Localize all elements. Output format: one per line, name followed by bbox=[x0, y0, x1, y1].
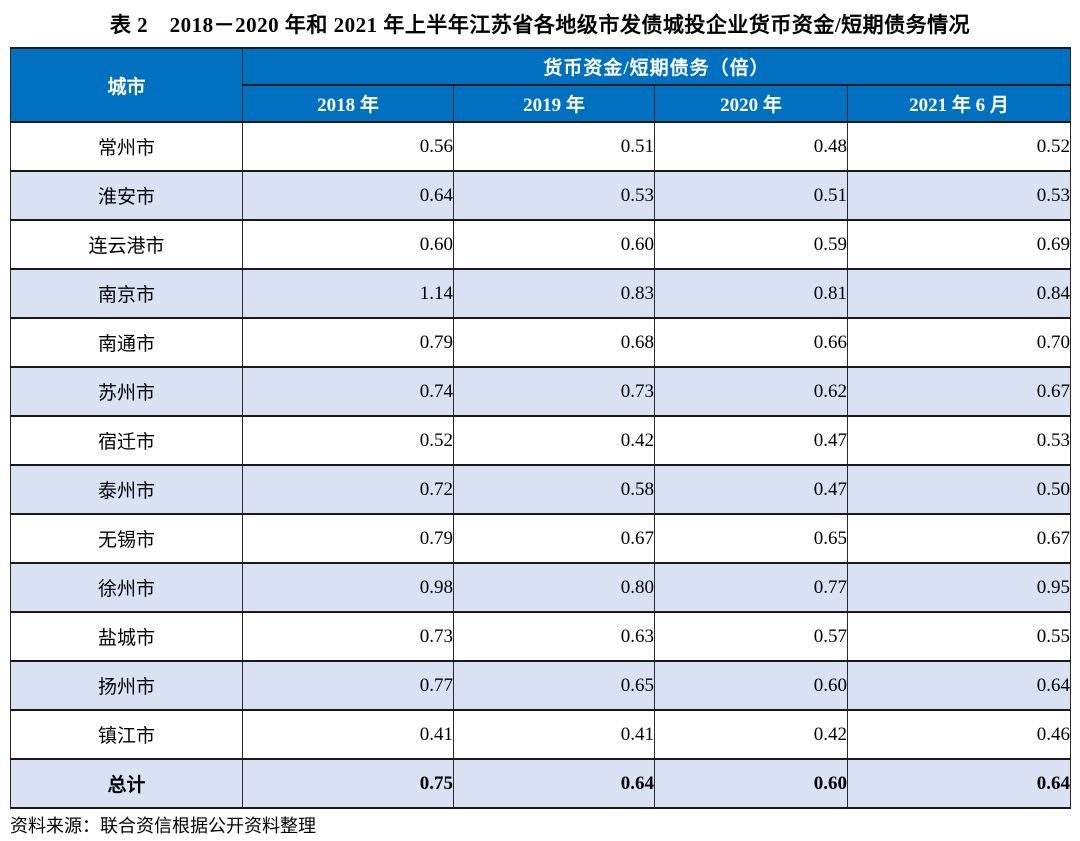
value-cell: 0.42 bbox=[453, 415, 655, 466]
value-cell: 0.48 bbox=[654, 121, 848, 172]
city-cell: 泰州市 bbox=[10, 464, 243, 515]
value-cell: 0.65 bbox=[654, 513, 848, 564]
value-cell: 0.47 bbox=[654, 415, 848, 466]
value-cell: 0.60 bbox=[242, 219, 454, 270]
value-cell: 0.51 bbox=[453, 121, 655, 172]
value-cell: 0.80 bbox=[453, 562, 655, 613]
value-cell: 0.60 bbox=[654, 660, 848, 711]
table-row: 宿迁市 0.52 0.42 0.47 0.53 bbox=[10, 415, 1072, 466]
value-cell: 0.60 bbox=[654, 758, 848, 809]
value-cell: 0.64 bbox=[242, 170, 454, 221]
group-header-row: 城市 货币资金/短期债务（倍） bbox=[10, 47, 1072, 123]
value-cell: 0.53 bbox=[846, 170, 1072, 221]
value-cell: 0.47 bbox=[654, 464, 848, 515]
table-row: 苏州市 0.74 0.73 0.62 0.67 bbox=[10, 366, 1072, 417]
value-cell: 0.73 bbox=[453, 366, 655, 417]
city-cell: 徐州市 bbox=[10, 562, 243, 613]
value-cell: 0.77 bbox=[654, 562, 848, 613]
value-cell: 0.57 bbox=[654, 611, 848, 662]
value-cell: 0.66 bbox=[654, 317, 848, 368]
value-cell: 0.70 bbox=[846, 317, 1072, 368]
table-row: 徐州市 0.98 0.80 0.77 0.95 bbox=[10, 562, 1072, 613]
table-row: 南京市 1.14 0.83 0.81 0.84 bbox=[10, 268, 1072, 319]
value-cell: 0.79 bbox=[242, 317, 454, 368]
value-cell: 0.67 bbox=[846, 366, 1072, 417]
value-cell: 0.53 bbox=[453, 170, 655, 221]
header-cell-year-2018: 2018 年 bbox=[242, 84, 454, 123]
table-row: 南通市 0.79 0.68 0.66 0.70 bbox=[10, 317, 1072, 368]
value-cell: 0.42 bbox=[654, 709, 848, 760]
value-cell: 0.59 bbox=[654, 219, 848, 270]
city-cell: 总计 bbox=[10, 758, 243, 809]
value-cell: 0.83 bbox=[453, 268, 655, 319]
source-note: 资料来源：联合资信根据公开资料整理 bbox=[10, 816, 316, 836]
table-header: 城市 货币资金/短期债务（倍） 2018 年 2019 年 2020 年 202… bbox=[10, 47, 1072, 123]
value-cell: 0.50 bbox=[846, 464, 1072, 515]
header-cell-group: 货币资金/短期债务（倍） bbox=[241, 47, 1072, 86]
table-row: 连云港市 0.60 0.60 0.59 0.69 bbox=[10, 219, 1072, 270]
value-cell: 0.46 bbox=[846, 709, 1072, 760]
city-cell: 宿迁市 bbox=[10, 415, 243, 466]
value-cell: 0.53 bbox=[846, 415, 1072, 466]
city-cell: 连云港市 bbox=[10, 219, 243, 270]
value-cell: 0.64 bbox=[453, 758, 655, 809]
city-cell: 常州市 bbox=[10, 121, 243, 172]
value-cell: 0.55 bbox=[846, 611, 1072, 662]
value-cell: 0.95 bbox=[846, 562, 1072, 613]
value-cell: 0.56 bbox=[242, 121, 454, 172]
city-cell: 镇江市 bbox=[10, 709, 243, 760]
data-table: 城市 货币资金/短期债务（倍） 2018 年 2019 年 2020 年 202… bbox=[10, 47, 1072, 809]
city-cell: 淮安市 bbox=[10, 170, 243, 221]
value-cell: 0.68 bbox=[453, 317, 655, 368]
table-row: 淮安市 0.64 0.53 0.51 0.53 bbox=[10, 170, 1072, 221]
value-cell: 0.64 bbox=[846, 758, 1072, 809]
city-cell: 苏州市 bbox=[10, 366, 243, 417]
value-cell: 0.41 bbox=[453, 709, 655, 760]
table-row: 扬州市 0.77 0.65 0.60 0.64 bbox=[10, 660, 1072, 711]
table-row: 盐城市 0.73 0.63 0.57 0.55 bbox=[10, 611, 1072, 662]
value-cell: 0.81 bbox=[654, 268, 848, 319]
value-cell: 0.41 bbox=[242, 709, 454, 760]
city-cell: 南京市 bbox=[10, 268, 243, 319]
value-cell: 0.52 bbox=[242, 415, 454, 466]
total-row: 总计 0.75 0.64 0.60 0.64 bbox=[10, 758, 1072, 809]
value-cell: 0.67 bbox=[846, 513, 1072, 564]
city-cell: 盐城市 bbox=[10, 611, 243, 662]
value-cell: 0.75 bbox=[242, 758, 454, 809]
value-cell: 0.64 bbox=[846, 660, 1072, 711]
value-cell: 0.51 bbox=[654, 170, 848, 221]
header-cell-year-2021h1: 2021 年 6 月 bbox=[846, 84, 1072, 123]
city-cell: 无锡市 bbox=[10, 513, 243, 564]
value-cell: 0.67 bbox=[453, 513, 655, 564]
value-cell: 0.72 bbox=[242, 464, 454, 515]
value-cell: 0.60 bbox=[453, 219, 655, 270]
value-cell: 0.79 bbox=[242, 513, 454, 564]
value-cell: 0.62 bbox=[654, 366, 848, 417]
table-row: 泰州市 0.72 0.58 0.47 0.50 bbox=[10, 464, 1072, 515]
value-cell: 1.14 bbox=[242, 268, 454, 319]
value-cell: 0.77 bbox=[242, 660, 454, 711]
value-cell: 0.73 bbox=[242, 611, 454, 662]
year-header-row: 2018 年 2019 年 2020 年 2021 年 6 月 bbox=[11, 84, 1072, 123]
table-row: 无锡市 0.79 0.67 0.65 0.67 bbox=[10, 513, 1072, 564]
table-row: 常州市 0.56 0.51 0.48 0.52 bbox=[10, 121, 1072, 172]
city-cell: 南通市 bbox=[10, 317, 243, 368]
value-cell: 0.65 bbox=[453, 660, 655, 711]
city-cell: 扬州市 bbox=[10, 660, 243, 711]
table-body: 常州市 0.56 0.51 0.48 0.52 淮安市 0.64 0.53 0.51 0.53 连云… bbox=[10, 121, 1072, 809]
value-cell: 0.69 bbox=[846, 219, 1072, 270]
header-cell-year-2020: 2020 年 bbox=[654, 84, 848, 123]
value-cell: 0.58 bbox=[453, 464, 655, 515]
value-cell: 0.63 bbox=[453, 611, 655, 662]
table-title: 表 2 2018－2020 年和 2021 年上半年江苏省各地级市发债城投企业货… bbox=[109, 13, 971, 37]
value-cell: 0.98 bbox=[242, 562, 454, 613]
table-row: 镇江市 0.41 0.41 0.42 0.46 bbox=[10, 709, 1072, 760]
value-cell: 0.84 bbox=[846, 268, 1072, 319]
value-cell: 0.52 bbox=[846, 121, 1072, 172]
value-cell: 0.74 bbox=[242, 366, 454, 417]
header-cell-city: 城市 bbox=[10, 47, 243, 123]
header-cell-year-2019: 2019 年 bbox=[453, 84, 655, 123]
